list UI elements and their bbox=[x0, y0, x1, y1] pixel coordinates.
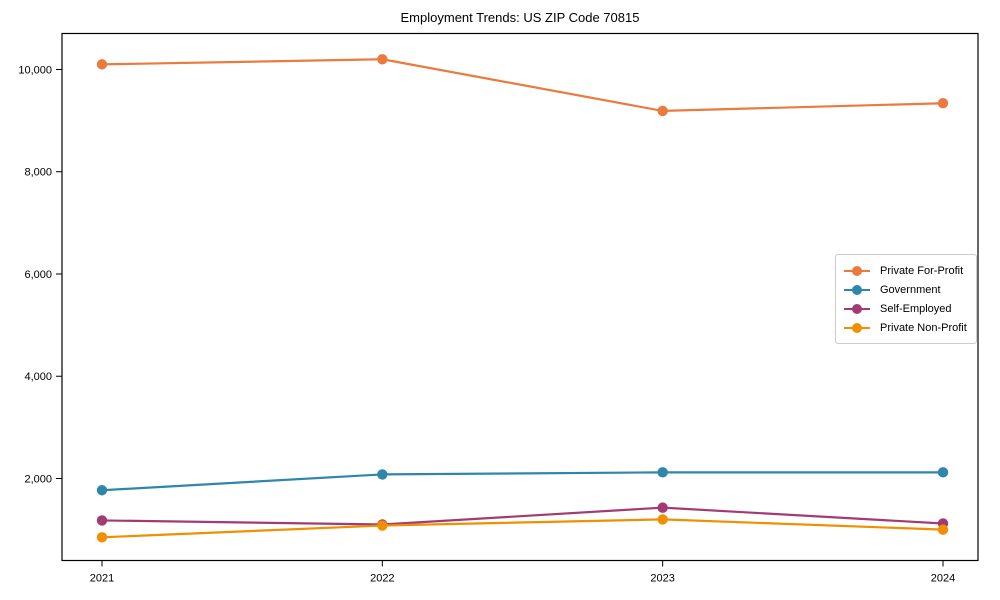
data-point-self-employed-2023 bbox=[657, 502, 668, 513]
data-point-private-non-profit-2022 bbox=[377, 520, 388, 531]
plot-spines bbox=[61, 32, 979, 562]
data-point-government-2023 bbox=[657, 467, 668, 478]
series-line-private-for-profit bbox=[100, 58, 945, 113]
data-point-government-2021 bbox=[96, 485, 108, 496]
data-point-private-for-profit-2021 bbox=[96, 59, 108, 70]
y-tick-label: 10,000 bbox=[18, 64, 52, 76]
y-tick-label: 8,000 bbox=[24, 167, 52, 179]
legend-label: Self-Employed bbox=[880, 302, 952, 315]
data-point-government-2022 bbox=[377, 469, 388, 480]
y-tick-label: 4,000 bbox=[24, 371, 52, 383]
legend-item-self-employed: Self-Employed bbox=[844, 299, 968, 318]
series-line-private-non-profit bbox=[100, 518, 945, 539]
legend-marker-government bbox=[844, 284, 874, 296]
legend-item-government: Government bbox=[844, 280, 968, 299]
data-point-private-non-profit-2024 bbox=[937, 524, 949, 535]
legend: Private For-Profit Government Self-Employe… bbox=[835, 254, 977, 344]
legend-label: Private For-Profit bbox=[880, 264, 964, 277]
series-line-government bbox=[100, 471, 945, 492]
data-point-private-for-profit-2022 bbox=[377, 54, 388, 65]
legend-marker-private-for-profit bbox=[844, 265, 874, 277]
x-tick-label: 2022 bbox=[370, 573, 394, 585]
data-point-self-employed-2021 bbox=[96, 515, 108, 526]
y-tick-label: 6,000 bbox=[24, 269, 52, 281]
data-point-private-non-profit-2021 bbox=[96, 532, 108, 543]
legend-label: Private Non-Profit bbox=[880, 321, 967, 334]
legend-marker-private-non-profit bbox=[844, 322, 874, 334]
data-point-private-for-profit-2023 bbox=[657, 105, 668, 117]
y-tick-label: 2,000 bbox=[24, 473, 52, 485]
data-point-private-non-profit-2023 bbox=[657, 514, 668, 525]
legend-marker-self-employed bbox=[844, 303, 874, 315]
legend-label: Government bbox=[880, 283, 941, 296]
data-point-private-for-profit-2024 bbox=[937, 98, 949, 109]
legend-item-private-non-profit: Private Non-Profit bbox=[844, 318, 968, 337]
legend-item-private-for-profit: Private For-Profit bbox=[844, 261, 968, 280]
x-tick-label: 2024 bbox=[931, 573, 955, 585]
x-tick-label: 2023 bbox=[650, 573, 674, 585]
series-line-self-employed bbox=[100, 506, 945, 526]
x-tick-label: 2021 bbox=[90, 573, 114, 585]
data-point-government-2024 bbox=[937, 467, 949, 478]
chart-title: Employment Trends: US ZIP Code 70815 bbox=[400, 10, 640, 25]
